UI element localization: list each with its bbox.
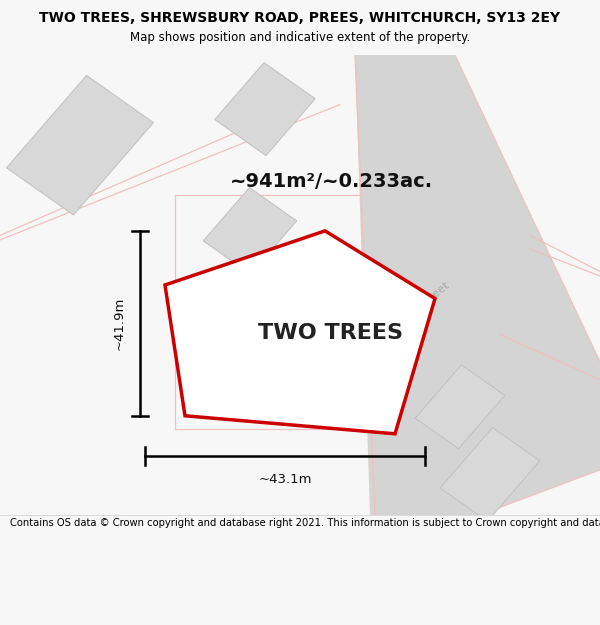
Polygon shape (165, 231, 435, 434)
Polygon shape (223, 281, 347, 397)
Text: TWO TREES, SHREWSBURY ROAD, PREES, WHITCHURCH, SY13 2EY: TWO TREES, SHREWSBURY ROAD, PREES, WHITC… (40, 11, 560, 25)
Text: TWO TREES: TWO TREES (259, 322, 404, 342)
Polygon shape (355, 55, 600, 515)
Polygon shape (440, 428, 540, 521)
Text: Shrewsbury Street: Shrewsbury Street (364, 281, 452, 352)
Text: Contains OS data © Crown copyright and database right 2021. This information is : Contains OS data © Crown copyright and d… (10, 518, 600, 528)
Polygon shape (415, 365, 505, 449)
Polygon shape (7, 76, 154, 215)
Text: ~43.1m: ~43.1m (258, 472, 312, 486)
Text: ~41.9m: ~41.9m (113, 297, 126, 350)
Polygon shape (215, 62, 315, 156)
Polygon shape (203, 188, 297, 274)
Text: Map shows position and indicative extent of the property.: Map shows position and indicative extent… (130, 31, 470, 44)
Text: ~941m²/~0.233ac.: ~941m²/~0.233ac. (230, 172, 433, 191)
